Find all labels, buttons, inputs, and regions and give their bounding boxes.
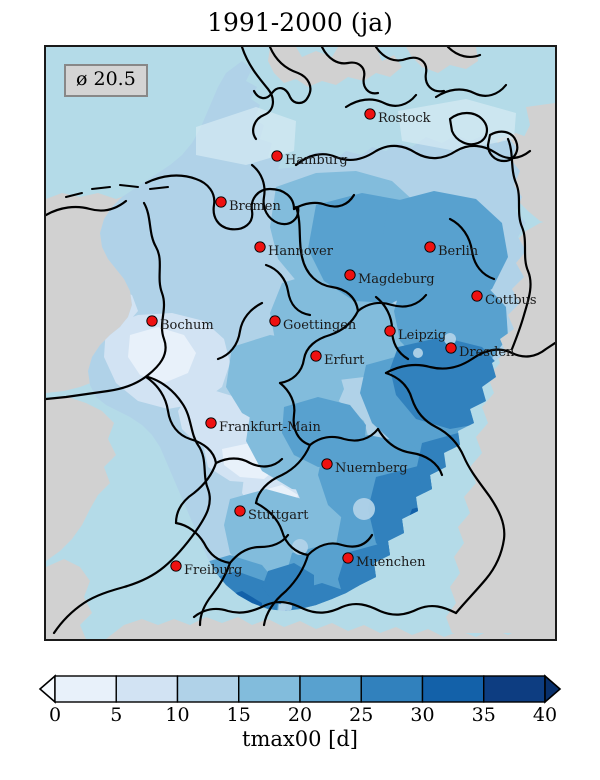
city-dot[interactable] <box>310 350 322 362</box>
city-dot[interactable] <box>344 269 356 281</box>
domain-mean-badge: ø 20.5 <box>64 64 148 97</box>
city-label: Hannover <box>268 244 334 259</box>
colorbar[interactable]: 0 5 10 15 20 25 30 35 40 tmax00 [d] <box>0 668 600 768</box>
colorbar-tick: 20 <box>287 704 313 726</box>
city-dot[interactable] <box>445 342 457 354</box>
colorbar-tick: 5 <box>110 704 123 726</box>
colorbar-swatches[interactable] <box>0 668 600 713</box>
city-marker[interactable]: Leipzig <box>384 325 446 343</box>
city-label: Hamburg <box>285 153 348 168</box>
colorbar-band <box>421 675 485 703</box>
colorbar-tick: 30 <box>410 704 435 726</box>
city-marker[interactable]: Cottbus <box>471 290 537 308</box>
city-marker[interactable]: Hannover <box>254 241 334 259</box>
city-label: Rostock <box>378 111 431 126</box>
city-marker[interactable]: Nuernberg <box>321 458 408 476</box>
city-dot[interactable] <box>254 241 266 253</box>
city-label: Freiburg <box>184 563 242 578</box>
cities-layer[interactable]: Rostock Hamburg Bremen Hannover BerlinMagdeb… <box>146 108 537 578</box>
colorbar-axis-label: tmax00 [d] <box>242 727 358 751</box>
city-marker[interactable]: Stuttgart <box>234 505 309 523</box>
colorbar-tick: 40 <box>532 704 558 726</box>
city-marker[interactable]: Dresden <box>445 342 515 360</box>
city-dot[interactable] <box>146 315 158 327</box>
city-marker[interactable]: Goettingen <box>269 315 357 333</box>
city-label: Goettingen <box>283 318 357 333</box>
city-marker[interactable]: Hamburg <box>271 150 348 168</box>
city-marker[interactable]: Rostock <box>364 108 431 126</box>
city-label: Nuernberg <box>335 461 408 476</box>
colorbar-tick: 25 <box>349 704 374 726</box>
city-dot[interactable] <box>205 417 217 429</box>
city-label: Leipzig <box>398 328 446 343</box>
city-dot[interactable] <box>321 458 333 470</box>
city-label: Erfurt <box>324 353 365 368</box>
city-label: Dresden <box>459 345 515 360</box>
city-marker[interactable]: Bochum <box>146 315 214 333</box>
city-dot[interactable] <box>364 108 376 120</box>
sea-shading-layer <box>196 99 516 165</box>
city-dot[interactable] <box>424 241 436 253</box>
city-marker[interactable]: Muenchen <box>342 552 426 570</box>
city-dot[interactable] <box>269 315 281 327</box>
colorbar-extend-min <box>38 674 56 704</box>
page-title: 1991-2000 (ja) <box>207 8 393 37</box>
colorbar-band <box>360 675 424 703</box>
city-marker[interactable]: Magdeburg <box>344 269 435 287</box>
map-axes[interactable]: Rostock Hamburg Bremen Hannover Berlin Magdeb… <box>44 45 557 641</box>
city-marker[interactable]: Bremen <box>215 196 282 214</box>
city-dot[interactable] <box>170 560 182 572</box>
neighbour-countries-layer <box>46 47 555 639</box>
colorbar-tick: 35 <box>471 704 496 726</box>
colorbar-band <box>176 675 240 703</box>
city-dot[interactable] <box>384 325 396 337</box>
city-label: Cottbus <box>485 293 537 308</box>
colorbar-band <box>238 675 301 703</box>
city-marker[interactable]: Freiburg <box>170 560 243 578</box>
borders-layer <box>46 47 555 635</box>
city-dot[interactable] <box>215 196 227 208</box>
city-label: Berlin <box>438 244 479 259</box>
city-label: Stuttgart <box>248 508 309 523</box>
city-label: Bremen <box>229 199 281 214</box>
colorbar-tick: 15 <box>226 704 251 726</box>
city-dot[interactable] <box>271 150 283 162</box>
colorbar-tick: 0 <box>48 704 62 726</box>
city-label: Muenchen <box>356 555 426 570</box>
city-dot[interactable] <box>471 290 483 302</box>
city-label: Bochum <box>160 318 214 333</box>
colorbar-tick: 10 <box>165 704 190 726</box>
city-marker[interactable]: Frankfurt-Main <box>205 417 322 435</box>
colorbar-band <box>54 675 117 703</box>
city-marker[interactable]: Erfurt <box>310 350 365 368</box>
colorbar-band <box>115 675 179 703</box>
colorbar-band <box>299 675 362 703</box>
colorbar-band <box>483 675 546 703</box>
city-marker[interactable]: Berlin <box>424 241 479 259</box>
city-dot[interactable] <box>342 552 354 564</box>
map-plot: Rostock Hamburg Bremen Hannover BerlinMagdeb… <box>46 47 555 639</box>
colorbar-extend-max <box>544 674 562 704</box>
city-dot[interactable] <box>234 505 246 517</box>
city-label: Magdeburg <box>358 272 435 287</box>
city-label: Frankfurt-Main <box>219 420 321 435</box>
